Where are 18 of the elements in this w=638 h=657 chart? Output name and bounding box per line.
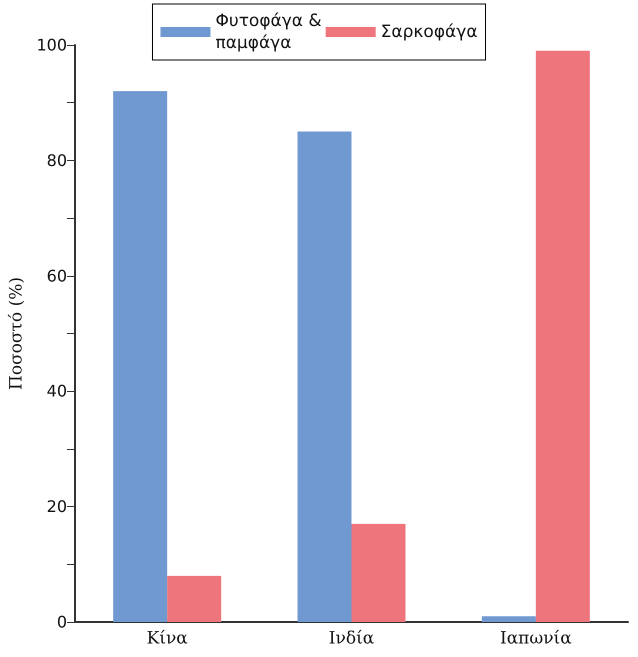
y-axis-title: Ποσοστό (%) [6,277,26,390]
x-tick-label: Ιαπωνία [500,628,572,648]
legend-label: Σαρκοφάγα [380,22,478,42]
y-tick-label: 0 [56,612,67,632]
bar [352,524,406,622]
legend-label: Φυτοφάγα & παμφάγα [215,11,322,53]
y-tick-label: 80 [46,150,67,170]
bar [482,616,536,622]
y-tick-label: 100 [36,36,67,54]
x-tick-label: Ινδία [328,628,375,648]
bar [167,576,222,622]
y-tick-label: 20 [46,497,67,516]
x-tick-label: Κίνα [146,628,188,648]
y-tick-label: 60 [46,266,67,286]
bar [536,50,590,622]
bar [113,91,168,622]
y-tick-label: 40 [46,382,67,401]
bar [298,132,352,622]
